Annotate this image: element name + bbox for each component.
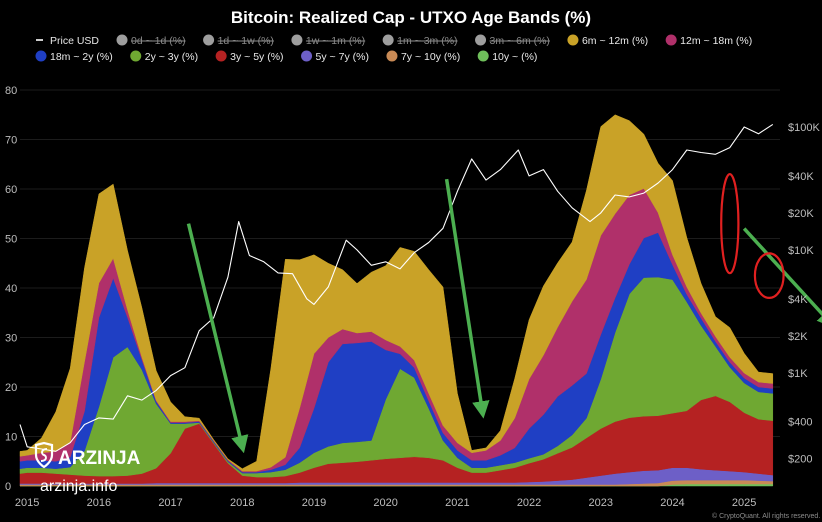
x-tick-label: 2020: [373, 497, 397, 509]
legend-label: 3y ~ 5y (%): [230, 51, 283, 63]
legend-swatch: [291, 34, 303, 46]
price-layer: [19, 123, 774, 452]
legend-label: 5y ~ 7y (%): [316, 51, 369, 63]
legend-label: 1d ~ 1w (%): [218, 35, 274, 47]
legend-item[interactable]: 6m ~ 12m (%): [567, 34, 648, 48]
y-tick-label: 80: [5, 85, 17, 97]
legend-item[interactable]: 1m ~ 3m (%): [382, 34, 458, 48]
y-right-tick-label: $20K: [788, 208, 814, 220]
y-right-tick-label: $4K: [788, 294, 808, 306]
circle-annotation: [720, 173, 740, 275]
brand-logo-icon: [34, 441, 54, 469]
legend-item[interactable]: 3y ~ 5y (%): [215, 50, 284, 64]
legend-label: Price USD: [50, 35, 99, 47]
x-tick-label: 2024: [660, 497, 684, 509]
credit-text: © CryptoQuant. All rights reserved.: [712, 512, 820, 520]
x-tick-label: 2016: [87, 497, 111, 509]
legend-swatch: [203, 34, 215, 46]
y-tick-label: 30: [5, 333, 17, 345]
legend-swatch: [301, 50, 313, 62]
y-tick-label: 0: [5, 481, 11, 493]
x-tick-label: 2015: [15, 497, 39, 509]
y-tick-label: 50: [5, 234, 17, 246]
y-axis-right: $200 $400 $1K $2K $4K $10K $20K $40K $100K: [788, 122, 820, 466]
x-tick-label: 2018: [230, 497, 254, 509]
legend-item[interactable]: Price USD: [36, 35, 99, 47]
arrow-annotation: [444, 178, 490, 419]
y-right-tick-label: $100K: [788, 122, 820, 134]
y-tick-label: 10: [5, 432, 17, 444]
chart-title: Bitcoin: Realized Cap - UTXO Age Bands (…: [231, 8, 591, 27]
legend-swatch: [116, 34, 128, 46]
annotations: [186, 173, 822, 454]
y-right-tick-label: $1K: [788, 368, 808, 380]
legend-item[interactable]: 1w ~ 1m (%): [291, 34, 365, 48]
legend-label: 7y ~ 10y (%): [401, 51, 460, 63]
y-right-tick-label: $40K: [788, 171, 814, 183]
legend-label: 12m ~ 18m (%): [680, 35, 752, 47]
legend-swatch: [475, 34, 487, 46]
legend-item[interactable]: 1d ~ 1w (%): [203, 34, 274, 48]
y-tick-label: 60: [5, 184, 17, 196]
x-tick-label: 2019: [302, 497, 326, 509]
legend-label: 18m ~ 2y (%): [50, 51, 113, 63]
legend[interactable]: Price USD 0d ~ 1d (%) 1d ~ 1w (%) 1w ~ 1m (…: [35, 34, 753, 64]
x-tick-label: 2021: [445, 497, 469, 509]
x-tick-label: 2025: [732, 497, 756, 509]
y-right-tick-label: $400: [788, 417, 812, 429]
legend-label: 1w ~ 1m (%): [306, 35, 365, 47]
watermark: ARZINJA arzinja.info © CryptoQuant. All …: [34, 441, 820, 520]
price-line: [19, 123, 774, 452]
band-area: [19, 114, 774, 472]
legend-swatch: [35, 50, 47, 62]
x-axis: 2015 2016 2017 2018 2019 2020 2021 2022 2023 2024…: [15, 497, 756, 509]
legend-swatch: [382, 34, 394, 46]
legend-item[interactable]: 12m ~ 18m (%): [665, 34, 753, 48]
arrow-annotation: [186, 223, 249, 454]
legend-item[interactable]: 2y ~ 3y (%): [130, 50, 198, 64]
legend-item[interactable]: 18m ~ 2y (%): [35, 50, 113, 64]
legend-label: 1m ~ 3m (%): [397, 35, 457, 47]
legend-item[interactable]: 10y ~ (%): [477, 50, 538, 64]
legend-swatch: [386, 50, 398, 62]
arrow-annotation: [742, 227, 822, 328]
x-tick-label: 2023: [589, 497, 613, 509]
x-tick-label: 2022: [517, 497, 541, 509]
watermark-brand: ARZINJA: [58, 448, 141, 469]
legend-swatch: [130, 50, 142, 62]
y-right-tick-label: $2K: [788, 331, 808, 343]
area-bands: [19, 114, 774, 487]
y-right-tick-label: $200: [788, 454, 812, 466]
legend-label: 2y ~ 3y (%): [145, 51, 198, 63]
y-tick-label: 70: [5, 135, 17, 147]
legend-label: 10y ~ (%): [492, 51, 537, 63]
circle-annotation: [753, 252, 785, 300]
legend-label: 3m ~ 6m (%): [490, 35, 550, 47]
legend-label: 6m ~ 12m (%): [582, 35, 648, 47]
legend-item[interactable]: 7y ~ 10y (%): [386, 50, 460, 64]
legend-swatch: [477, 50, 489, 62]
legend-label: 0d ~ 1d (%): [131, 35, 186, 47]
watermark-url: arzinja.info: [40, 478, 117, 495]
legend-swatch: [215, 50, 227, 62]
y-axis-left: 0 10 20 30 40 50 60 70 80: [5, 85, 17, 493]
legend-item[interactable]: 3m ~ 6m (%): [475, 34, 550, 48]
y-tick-label: 20: [5, 382, 17, 394]
y-tick-label: 40: [5, 283, 17, 295]
legend-swatch: [665, 34, 677, 46]
legend-item[interactable]: 0d ~ 1d (%): [116, 34, 186, 48]
y-right-tick-label: $10K: [788, 245, 814, 257]
legend-swatch: [567, 34, 579, 46]
legend-item[interactable]: 5y ~ 7y (%): [301, 50, 369, 64]
x-tick-label: 2017: [158, 497, 182, 509]
